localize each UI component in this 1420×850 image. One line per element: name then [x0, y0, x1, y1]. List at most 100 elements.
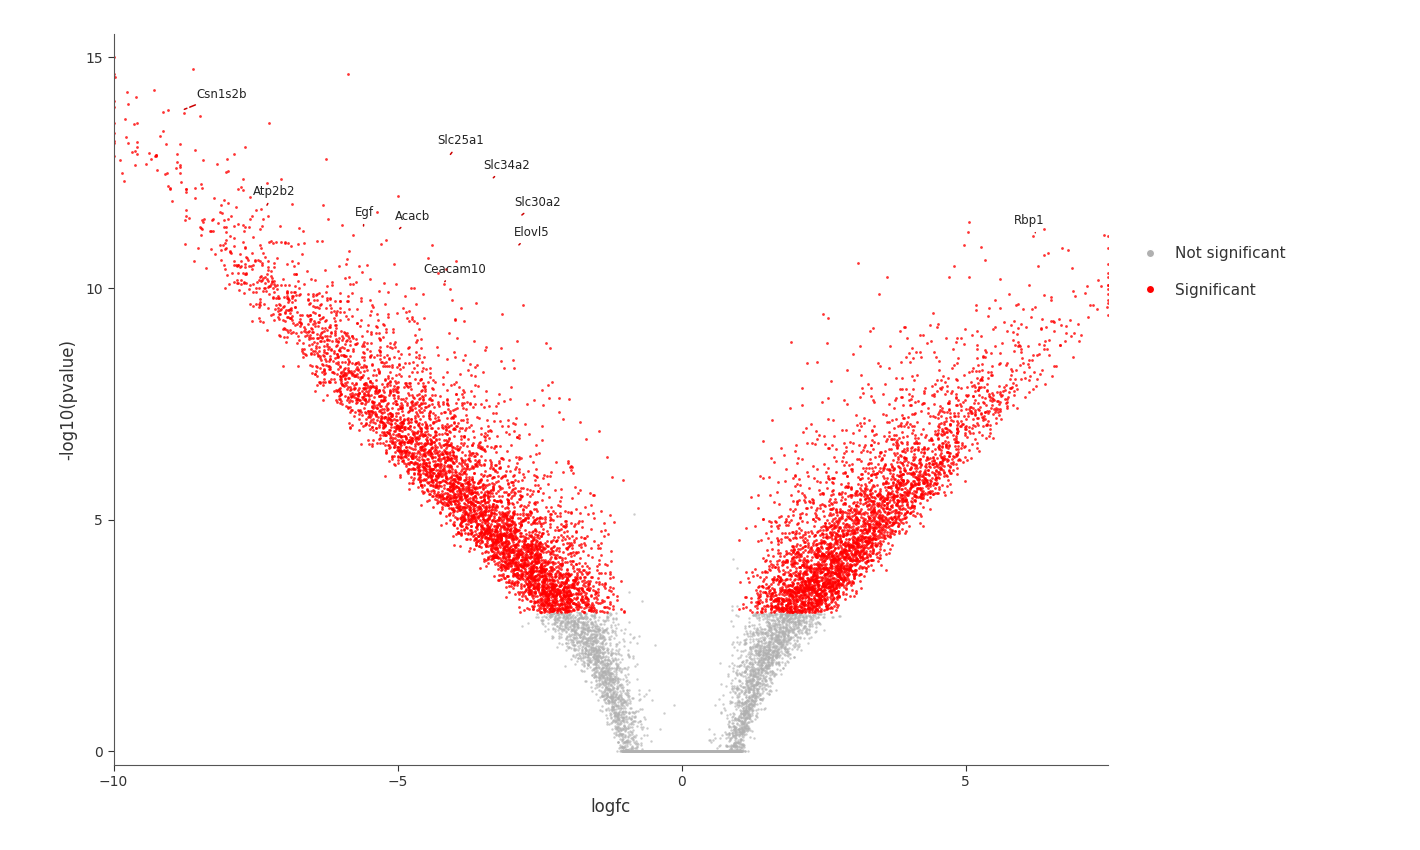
Point: [395, 305, 417, 319]
Point: [608, 717, 630, 730]
Point: [645, 745, 667, 758]
Point: [1086, 303, 1109, 316]
Point: [595, 611, 618, 625]
Point: [426, 457, 449, 471]
Point: [548, 544, 571, 558]
Point: [572, 570, 595, 584]
Point: [371, 405, 393, 418]
Point: [653, 745, 676, 758]
Point: [896, 466, 919, 479]
Point: [770, 639, 792, 653]
Point: [980, 422, 1003, 436]
Point: [579, 647, 602, 660]
Point: [369, 389, 392, 403]
Point: [557, 589, 579, 603]
Point: [234, 266, 257, 280]
Point: [777, 578, 799, 592]
Point: [824, 450, 846, 463]
Point: [674, 745, 697, 758]
Point: [145, 164, 168, 178]
Point: [278, 279, 301, 292]
Point: [599, 678, 622, 692]
Point: [633, 745, 656, 758]
Point: [513, 512, 535, 525]
Point: [683, 745, 706, 758]
Point: [302, 335, 325, 348]
Point: [819, 584, 842, 598]
Point: [616, 731, 639, 745]
Point: [486, 524, 508, 537]
Point: [737, 719, 760, 733]
Point: [473, 493, 496, 507]
Point: [601, 623, 623, 637]
Point: [700, 745, 723, 758]
Point: [812, 575, 835, 589]
Point: [419, 467, 442, 480]
Point: [743, 668, 765, 682]
Point: [660, 745, 683, 758]
Point: [508, 558, 531, 571]
Point: [596, 658, 619, 672]
Point: [598, 676, 621, 689]
Point: [680, 745, 703, 758]
Point: [801, 583, 824, 597]
Point: [575, 623, 598, 637]
Point: [432, 451, 454, 465]
Point: [554, 576, 577, 590]
Point: [687, 745, 710, 758]
Point: [876, 480, 899, 494]
Point: [588, 667, 611, 681]
Point: [842, 553, 865, 567]
Point: [555, 592, 578, 606]
Point: [508, 569, 531, 582]
Point: [772, 575, 795, 589]
Point: [659, 745, 682, 758]
Point: [422, 479, 444, 493]
Point: [604, 652, 626, 666]
Point: [555, 604, 578, 617]
Point: [903, 487, 926, 501]
Point: [856, 500, 879, 513]
Point: [537, 555, 559, 569]
Point: [870, 536, 893, 550]
Point: [307, 300, 329, 314]
Point: [706, 745, 728, 758]
Point: [324, 339, 346, 353]
Point: [552, 623, 575, 637]
Point: [743, 674, 765, 688]
Point: [653, 745, 676, 758]
Point: [487, 544, 510, 558]
Point: [126, 116, 149, 129]
Point: [828, 514, 851, 528]
Point: [648, 745, 670, 758]
Point: [835, 440, 858, 454]
Point: [781, 525, 804, 539]
Point: [240, 262, 263, 275]
Point: [640, 745, 663, 758]
Point: [831, 537, 853, 551]
Point: [645, 745, 667, 758]
Point: [663, 745, 686, 758]
Point: [645, 745, 667, 758]
Point: [506, 531, 528, 545]
Point: [525, 551, 548, 564]
Point: [280, 254, 302, 268]
Point: [802, 472, 825, 485]
Point: [655, 745, 677, 758]
Point: [684, 745, 707, 758]
Point: [613, 730, 636, 744]
Point: [856, 518, 879, 531]
Point: [625, 745, 648, 758]
Point: [442, 490, 464, 504]
Point: [545, 586, 568, 599]
Point: [666, 745, 689, 758]
Point: [687, 745, 710, 758]
Point: [856, 499, 879, 513]
Point: [714, 745, 737, 758]
Point: [368, 332, 391, 346]
Point: [463, 334, 486, 348]
Point: [690, 745, 713, 758]
Point: [760, 589, 782, 603]
Point: [555, 524, 578, 538]
Point: [463, 459, 486, 473]
